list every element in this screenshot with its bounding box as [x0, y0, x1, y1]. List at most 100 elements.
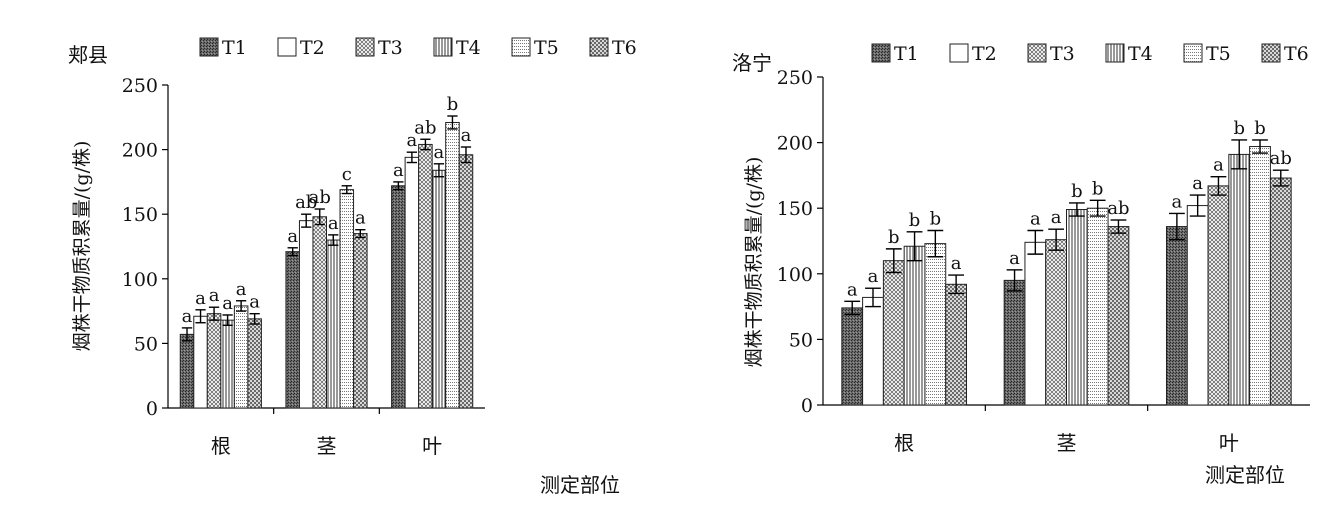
significance-label: ab	[1270, 148, 1292, 169]
legend-swatch-t4	[1105, 43, 1125, 63]
significance-label: a	[1192, 173, 1203, 194]
bar-t5-1	[924, 243, 947, 406]
significance-label: a	[287, 226, 298, 247]
significance-label: a	[1030, 209, 1041, 230]
legend-swatch-t1	[199, 37, 219, 57]
significance-label: ab	[414, 117, 436, 138]
legend-swatch-t6	[1261, 43, 1281, 63]
y-tick-label: 200	[122, 140, 158, 162]
significance-label: a	[209, 285, 220, 306]
y-tick-label: 150	[777, 198, 813, 220]
significance-label: a	[355, 208, 366, 229]
bar-t2-2	[298, 220, 314, 409]
legend-swatch-t2	[949, 43, 969, 63]
bar-t5-2	[339, 189, 355, 409]
significance-label: a	[847, 279, 858, 300]
bar-t5-3	[445, 121, 460, 409]
bar-t1-3	[391, 185, 406, 409]
bar-t6-2	[1107, 226, 1130, 406]
y-tick-label: 250	[122, 75, 158, 97]
y-tick-label: 250	[777, 67, 813, 89]
significance-label: a	[222, 293, 233, 314]
significance-label: b	[1092, 178, 1104, 199]
significance-label: b	[909, 210, 921, 231]
x-axis-label: 测定部位	[540, 473, 620, 497]
bar-t2-3	[404, 156, 420, 409]
bar-t4-1	[220, 319, 235, 409]
bar-t4-3	[1228, 153, 1251, 406]
bar-t1-3	[1165, 226, 1188, 406]
legend-label-t5: T5	[1206, 43, 1231, 65]
significance-label: a	[434, 142, 445, 163]
bar-t4-3	[431, 169, 447, 409]
significance-label: a	[1009, 248, 1020, 269]
x-category-label: 叶	[422, 434, 442, 458]
legend-label-t2: T2	[300, 37, 325, 59]
significance-label: a	[1213, 155, 1224, 176]
significance-label: ab	[1107, 198, 1129, 219]
bar-t3-3	[1207, 185, 1230, 406]
legend-swatch-t4	[433, 37, 453, 57]
x-category-label: 叶	[1219, 431, 1239, 455]
significance-label: ab	[309, 187, 331, 208]
bar-t3-2	[1045, 239, 1067, 406]
bar-t1-1	[841, 307, 864, 406]
bar-t4-1	[903, 245, 926, 406]
bar-t4-2	[326, 239, 341, 409]
bar-t2-2	[1024, 241, 1047, 406]
legend-swatch-t5	[1183, 43, 1203, 63]
bar-t5-1	[233, 305, 249, 409]
bar-t2-3	[1186, 205, 1209, 406]
significance-label: a	[461, 125, 472, 146]
y-tick-label: 200	[777, 133, 813, 155]
legend-label-t4: T4	[1128, 43, 1153, 65]
bar-t3-3	[418, 143, 433, 409]
y-tick-label: 50	[134, 333, 158, 355]
y-axis-label: 烟株干物质积累量/(g/株)	[71, 141, 93, 352]
x-category-label: 根	[211, 434, 231, 458]
bar-t5-3	[1249, 146, 1271, 406]
y-tick-label: 150	[122, 204, 158, 226]
x-category-label: 根	[894, 431, 914, 455]
chart-title: 郏县	[68, 43, 108, 67]
legend-label-t1: T1	[222, 37, 247, 59]
significance-label: a	[1051, 207, 1062, 228]
bar-t6-2	[353, 233, 368, 409]
bar-t6-3	[458, 154, 474, 409]
bar-t2-1	[193, 315, 208, 409]
significance-label: b	[1254, 118, 1266, 139]
significance-label: a	[249, 292, 260, 313]
significance-label: a	[1172, 191, 1183, 212]
legend-label-t3: T3	[378, 37, 403, 59]
x-category-label: 茎	[317, 434, 337, 458]
significance-label: a	[236, 279, 247, 300]
legend-swatch-t3	[1027, 43, 1047, 63]
bar-t3-1	[206, 313, 222, 409]
legend-label-t4: T4	[456, 37, 481, 59]
bar-t5-2	[1086, 207, 1109, 406]
y-tick-label: 0	[146, 398, 158, 420]
significance-label: b	[447, 94, 459, 115]
significance-label: b	[888, 227, 900, 248]
significance-label: b	[1071, 181, 1083, 202]
legend-swatch-t5	[511, 37, 531, 57]
significance-label: a	[182, 306, 193, 327]
bar-t3-1	[882, 260, 905, 406]
y-tick-label: 100	[777, 264, 813, 286]
x-category-label: 茎	[1057, 431, 1077, 455]
bar-t1-2	[1003, 279, 1026, 406]
bar-t3-2	[312, 216, 328, 409]
bar-t6-1	[247, 318, 262, 409]
legend-label-t2: T2	[972, 43, 997, 65]
chart-title: 洛宁	[732, 51, 772, 75]
bar-t2-1	[862, 296, 884, 406]
legend-label-t3: T3	[1050, 43, 1075, 65]
bar-t1-1	[179, 333, 195, 409]
legend-label-t6: T6	[612, 37, 637, 59]
y-tick-label: 50	[789, 329, 813, 351]
significance-label: a	[195, 288, 206, 309]
legend-label-t5: T5	[534, 37, 559, 59]
